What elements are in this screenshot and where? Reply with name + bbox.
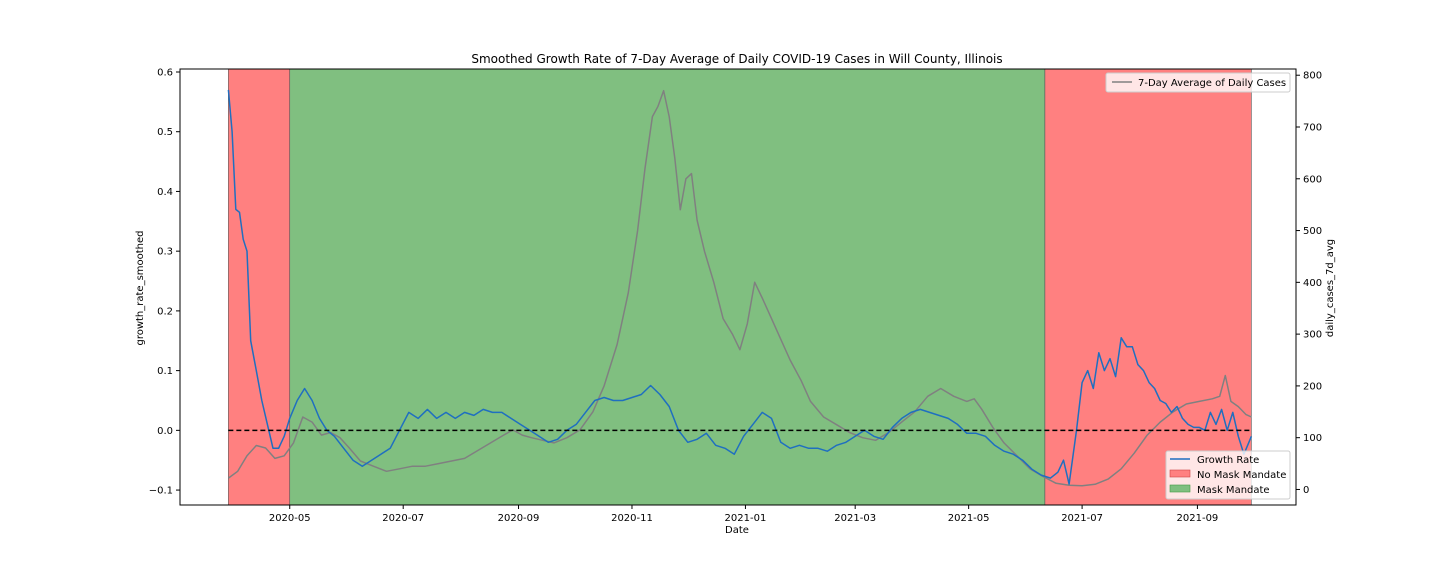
right-tick-label: 700: [1303, 122, 1322, 133]
x-tick-label: 2020-09: [498, 513, 540, 524]
left-tick-label: 0.2: [157, 306, 173, 317]
right-axis-ticks: 0 100 200 300 400 500 600 700 800: [1296, 71, 1322, 496]
legend-top-right-box: [1105, 72, 1291, 93]
legend-top-right: 7-Day Average of Daily Cases: [1105, 72, 1291, 93]
x-axis-label: Date: [725, 525, 749, 536]
right-tick-label: 500: [1303, 226, 1322, 237]
left-tick-label: 0.0: [157, 426, 173, 437]
left-tick-label: −0.1: [149, 486, 173, 497]
x-tick-label: 2020-05: [269, 513, 311, 524]
region-mask-mandate-1: [289, 68, 1046, 506]
right-tick-label: 200: [1303, 381, 1322, 392]
legend-bottom-right: Growth Rate No Mask Mandate Mask Mandate: [1165, 450, 1291, 500]
legend-label-growth-rate: Growth Rate: [1197, 455, 1259, 466]
x-tick-label: 2020-11: [611, 513, 653, 524]
left-tick-label: 0.3: [157, 247, 173, 258]
right-tick-label: 0: [1303, 485, 1309, 496]
cases-7d-avg-line: [227, 89, 1252, 487]
left-tick-label: 0.1: [157, 366, 173, 377]
right-tick-label: 300: [1303, 330, 1322, 341]
right-tick-label: 800: [1303, 71, 1322, 82]
left-tick-label: 0.6: [157, 67, 173, 78]
x-tick-label: 2020-07: [382, 513, 424, 524]
right-tick-label: 600: [1303, 174, 1322, 185]
legend-bottom-right-box: [1165, 450, 1291, 500]
x-tick-label: 2021-03: [834, 513, 876, 524]
series-lines: [227, 89, 1253, 487]
chart-title: Smoothed Growth Rate of 7-Day Average of…: [471, 52, 1002, 66]
right-tick-label: 100: [1303, 433, 1322, 444]
left-tick-label: 0.4: [157, 187, 173, 198]
left-tick-label: 0.5: [157, 127, 173, 138]
x-tick-label: 2021-09: [1177, 513, 1219, 524]
x-tick-label: 2021-05: [948, 513, 990, 524]
x-tick-label: 2021-07: [1061, 513, 1103, 524]
mandate-regions: [228, 68, 1252, 506]
legend-swatch-mask: [1169, 484, 1191, 493]
plot-frame: [179, 68, 1297, 506]
left-axis-label: growth_rate_smoothed: [135, 230, 146, 345]
legend-label-cases: 7-Day Average of Daily Cases: [1138, 78, 1286, 89]
x-axis-ticks: 2020-05 2020-07 2020-09 2020-11 2021-01 2021-…: [269, 505, 1218, 524]
growth-rate-line: [227, 89, 1253, 485]
legend-swatch-no-mask: [1169, 469, 1191, 478]
right-tick-label: 400: [1303, 278, 1322, 289]
legend-label-mask: Mask Mandate: [1197, 485, 1270, 496]
right-axis-label: daily_cases_7d_avg: [1325, 239, 1336, 337]
x-tick-label: 2021-01: [725, 513, 767, 524]
region-no-mask-mandate-0: [228, 68, 291, 506]
left-axis-ticks: −0.1 0.0 0.1 0.2 0.3 0.4 0.5 0.6: [149, 67, 180, 497]
region-no-mask-mandate-2: [1044, 68, 1252, 506]
legend-label-no-mask: No Mask Mandate: [1197, 470, 1286, 481]
